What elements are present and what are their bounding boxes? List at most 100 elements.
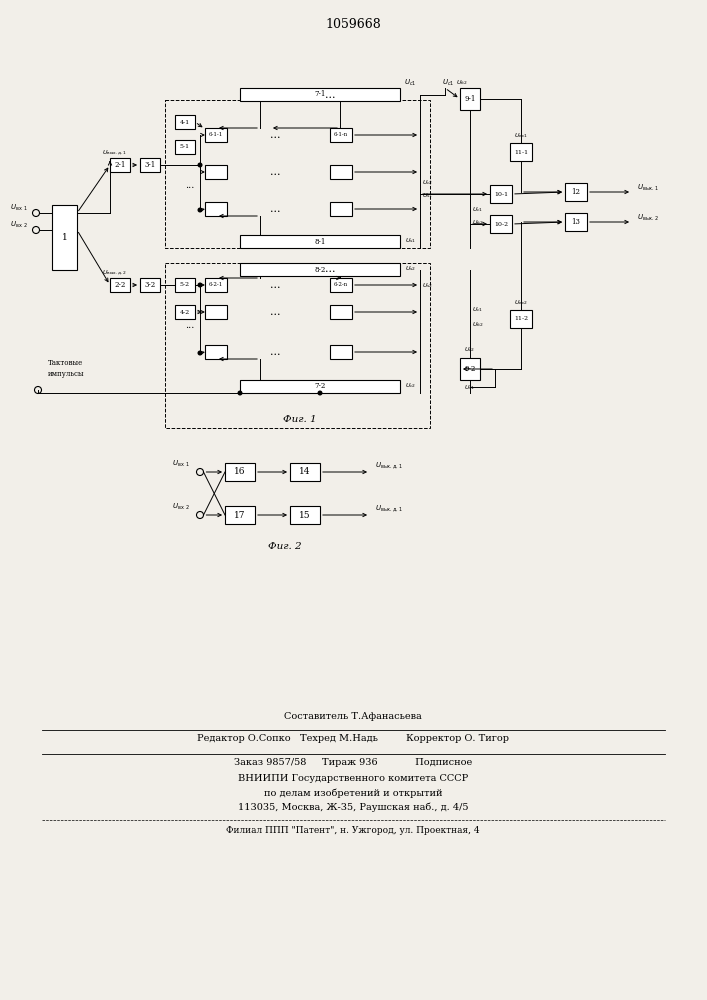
Bar [330, 278, 352, 292]
Text: 11-2: 11-2 [514, 316, 528, 322]
Text: $U_{c2}$: $U_{c2}$ [405, 382, 416, 390]
Text: импульсы: импульсы [48, 370, 85, 378]
Bar [240, 380, 400, 393]
Text: $U_{c2}$: $U_{c2}$ [422, 179, 433, 187]
Text: ...: ... [185, 180, 194, 190]
Text: $U_{\rm кс1}$: $U_{\rm кс1}$ [514, 132, 528, 140]
Bar [205, 278, 227, 292]
Text: $U_{\rm б2}$: $U_{\rm б2}$ [472, 219, 484, 227]
Bar [290, 506, 320, 524]
Text: Заказ 9857/58     Тираж 936            Подписное: Заказ 9857/58 Тираж 936 Подписное [234, 758, 472, 767]
Text: $U_{s2}$: $U_{s2}$ [405, 265, 416, 273]
Text: Филиал ППП "Патент", н. Ужгород, ул. Проектная, 4: Филиал ППП "Патент", н. Ужгород, ул. Про… [226, 826, 480, 835]
Text: 8-1: 8-1 [315, 237, 326, 245]
Bar [330, 305, 352, 319]
Bar [240, 263, 400, 276]
Text: 6-1-n: 6-1-n [334, 132, 348, 137]
Bar [565, 183, 587, 201]
Text: ...: ... [270, 167, 280, 177]
Text: 8-2: 8-2 [315, 265, 326, 273]
Text: 3-1: 3-1 [144, 161, 156, 169]
Text: 3-2: 3-2 [144, 281, 156, 289]
Circle shape [318, 391, 322, 395]
Bar [165, 100, 430, 248]
Bar [175, 115, 195, 129]
Text: $U_{\rm вх.1}$: $U_{\rm вх.1}$ [172, 459, 190, 469]
Text: 14: 14 [299, 468, 311, 477]
Text: $U_{\rm вых.д.1}$: $U_{\rm вых.д.1}$ [375, 461, 403, 471]
Bar [205, 305, 227, 319]
Text: 9-2: 9-2 [464, 365, 476, 373]
Text: 17: 17 [234, 510, 246, 520]
Text: ...: ... [325, 264, 335, 274]
Circle shape [238, 391, 242, 395]
Bar [165, 263, 430, 428]
Text: $U_{c2}$: $U_{c2}$ [464, 346, 476, 354]
Text: 5-1: 5-1 [180, 144, 190, 149]
Bar [205, 345, 227, 359]
Text: 10-2: 10-2 [494, 222, 508, 227]
Text: 5-2: 5-2 [180, 282, 190, 288]
Bar [110, 158, 130, 172]
Text: Составитель Т.Афанасьева: Составитель Т.Афанасьева [284, 712, 422, 721]
Text: ...: ... [270, 130, 280, 140]
Text: 1: 1 [62, 233, 67, 242]
Text: $U_{\rm вых.д.2}$: $U_{\rm вых.д.2}$ [103, 268, 127, 278]
Text: 6-2-1: 6-2-1 [209, 282, 223, 288]
Text: $U_{c1}$: $U_{c1}$ [404, 78, 416, 88]
Bar [205, 202, 227, 216]
Bar [460, 358, 480, 380]
Text: $U_{c1}$: $U_{c1}$ [472, 306, 484, 314]
Bar [225, 463, 255, 481]
Bar [175, 305, 195, 319]
Text: 1059668: 1059668 [325, 18, 381, 31]
Text: $U_{\rm вх.2}$: $U_{\rm вх.2}$ [172, 502, 190, 512]
Text: $U_{s1}$: $U_{s1}$ [464, 384, 476, 392]
Text: $U_{\rm вх.2}$: $U_{\rm вх.2}$ [10, 220, 28, 230]
Bar [175, 140, 195, 154]
Bar [490, 215, 512, 233]
Text: $U_{\rm б2}$: $U_{\rm б2}$ [472, 321, 484, 329]
Text: $U_{s1}$: $U_{s1}$ [422, 192, 433, 200]
Text: 2-1: 2-1 [115, 161, 126, 169]
Text: 7-1: 7-1 [315, 91, 326, 99]
Text: ...: ... [270, 347, 280, 357]
Bar [52, 205, 77, 270]
Text: 4-1: 4-1 [180, 119, 190, 124]
Text: $U_{s2}$: $U_{s2}$ [422, 282, 433, 290]
Bar [240, 88, 400, 101]
Bar [140, 158, 160, 172]
Circle shape [198, 283, 201, 287]
Text: $U_{\rm б2}$: $U_{\rm б2}$ [456, 79, 468, 87]
Text: Фиг. 1: Фиг. 1 [284, 415, 317, 424]
Text: Фиг. 2: Фиг. 2 [268, 542, 302, 551]
Bar [330, 165, 352, 179]
Bar [510, 310, 532, 328]
Bar [490, 185, 512, 203]
Text: Редактор О.Сопко   Техред М.Надь         Корректор О. Тигор: Редактор О.Сопко Техред М.Надь Корректор… [197, 734, 509, 743]
Text: 113035, Москва, Ж-35, Раушская наб., д. 4/5: 113035, Москва, Ж-35, Раушская наб., д. … [238, 802, 468, 812]
Text: ...: ... [270, 204, 280, 214]
Text: $U_{\rm кс2}$: $U_{\rm кс2}$ [514, 299, 528, 307]
Text: 2-2: 2-2 [115, 281, 126, 289]
Text: $U_{\rm вых.д.1}$: $U_{\rm вых.д.1}$ [375, 504, 403, 514]
Text: 6-1-1: 6-1-1 [209, 132, 223, 137]
Text: 4-2: 4-2 [180, 310, 190, 314]
Bar [330, 202, 352, 216]
Text: 15: 15 [299, 510, 311, 520]
Bar [460, 88, 480, 110]
Bar [225, 506, 255, 524]
Circle shape [198, 163, 201, 167]
Text: 16: 16 [234, 468, 246, 477]
Text: $U_{c1}$: $U_{c1}$ [442, 78, 454, 88]
Bar [205, 165, 227, 179]
Text: $U_{c1}$: $U_{c1}$ [472, 206, 484, 214]
Text: 11-1: 11-1 [514, 149, 528, 154]
Bar [330, 345, 352, 359]
Bar [290, 463, 320, 481]
Text: ...: ... [270, 280, 280, 290]
Bar [240, 235, 400, 248]
Circle shape [198, 351, 201, 355]
Text: 7-2: 7-2 [315, 382, 326, 390]
Text: 12: 12 [571, 188, 580, 196]
